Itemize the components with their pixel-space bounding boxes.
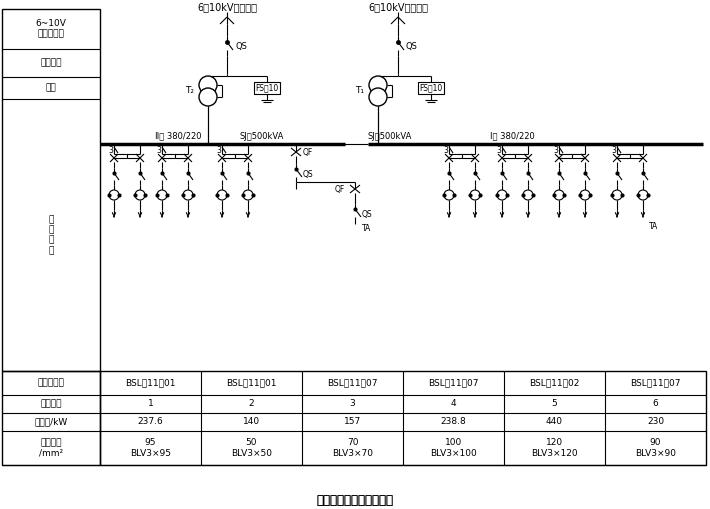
Circle shape (554, 190, 564, 200)
Text: 3: 3 (217, 146, 222, 155)
Bar (2, 371, 100, 465)
Circle shape (612, 190, 622, 200)
Circle shape (243, 190, 253, 200)
Circle shape (369, 76, 387, 94)
Text: TA: TA (362, 223, 371, 233)
Circle shape (183, 190, 193, 200)
Text: 120
BLV3×120: 120 BLV3×120 (531, 438, 578, 458)
Text: FS－10: FS－10 (256, 83, 278, 93)
Circle shape (199, 88, 217, 106)
Text: 238.8: 238.8 (441, 417, 466, 427)
Text: 70
BLV3×70: 70 BLV3×70 (332, 438, 373, 458)
Text: 3: 3 (109, 146, 114, 155)
Bar (418, 82, 444, 94)
Text: T₂: T₂ (185, 86, 195, 95)
Text: BSL－11－01: BSL－11－01 (226, 379, 277, 387)
Bar (254, 82, 280, 94)
Text: 3: 3 (349, 400, 356, 409)
Text: QS: QS (362, 210, 373, 218)
Text: 6～10kV架空进线: 6～10kV架空进线 (368, 2, 428, 12)
Text: 主
接
線
圖: 主 接 線 圖 (48, 215, 54, 255)
Text: BSL－11－07: BSL－11－07 (428, 379, 479, 387)
Text: 157: 157 (344, 417, 361, 427)
Text: 6: 6 (652, 400, 658, 409)
Text: QF: QF (303, 148, 313, 156)
Text: Ⅰ段 380/220: Ⅰ段 380/220 (490, 131, 535, 140)
Text: QF: QF (334, 184, 345, 193)
Text: 230: 230 (647, 417, 664, 427)
Circle shape (580, 190, 590, 200)
Circle shape (497, 190, 507, 200)
Circle shape (444, 190, 454, 200)
Text: 车间编号: 车间编号 (40, 400, 62, 409)
Text: 237.6: 237.6 (138, 417, 163, 427)
Text: FS－10: FS－10 (420, 83, 442, 93)
Text: 3: 3 (554, 146, 559, 155)
Text: SJ－500kVA: SJ－500kVA (368, 131, 413, 140)
Text: BSL－11－07: BSL－11－07 (630, 379, 681, 387)
Text: 3: 3 (496, 146, 501, 155)
Text: 4: 4 (451, 400, 457, 409)
Text: 90
BLV3×90: 90 BLV3×90 (635, 438, 676, 458)
Text: TA: TA (649, 221, 658, 231)
Text: 5: 5 (552, 400, 557, 409)
Bar (2, 9, 100, 371)
Text: QS: QS (406, 42, 418, 50)
Text: 140: 140 (243, 417, 260, 427)
Text: 3: 3 (444, 146, 449, 155)
Circle shape (199, 76, 217, 94)
Text: 50
BLV3×50: 50 BLV3×50 (231, 438, 272, 458)
Circle shape (470, 190, 480, 200)
Text: 降壓變電: 降壓變電 (40, 59, 62, 68)
Text: 6～10kV架空进线: 6～10kV架空进线 (197, 2, 257, 12)
Text: BSL－11－02: BSL－11－02 (530, 379, 579, 387)
Text: QS: QS (303, 169, 314, 179)
Circle shape (135, 190, 145, 200)
Text: 1: 1 (148, 400, 153, 409)
Text: SJ－500kVA: SJ－500kVA (240, 131, 285, 140)
Text: 某企业变配电一次电路图: 某企业变配电一次电路图 (317, 495, 393, 507)
Text: BSL－11－07: BSL－11－07 (327, 379, 378, 387)
Text: QS: QS (235, 42, 247, 50)
Text: 导线面积
/mm²: 导线面积 /mm² (39, 438, 63, 458)
Text: 某企业变配电一次电路图: 某企业变配电一次电路图 (317, 495, 393, 507)
Text: T₁: T₁ (356, 86, 364, 95)
Text: BSL－11－01: BSL－11－01 (125, 379, 176, 387)
Circle shape (109, 190, 119, 200)
Circle shape (157, 190, 167, 200)
Circle shape (369, 88, 387, 106)
Circle shape (217, 190, 227, 200)
Text: 母線: 母線 (45, 83, 56, 93)
Bar (100, 371, 706, 465)
Text: 3: 3 (157, 146, 161, 155)
Text: 440: 440 (546, 417, 563, 427)
Circle shape (638, 190, 648, 200)
Text: Ⅱ段 380/220: Ⅱ段 380/220 (155, 131, 202, 140)
Text: 2: 2 (248, 400, 254, 409)
Text: 95
BLV3×95: 95 BLV3×95 (130, 438, 171, 458)
Text: 配电屏型号: 配电屏型号 (38, 379, 65, 387)
Text: 负荷量/kW: 负荷量/kW (34, 417, 67, 427)
Text: 100
BLV3×100: 100 BLV3×100 (430, 438, 477, 458)
Text: 6~10V
戶外架空進: 6~10V 戶外架空進 (36, 19, 67, 39)
Circle shape (523, 190, 533, 200)
Text: 3: 3 (611, 146, 616, 155)
